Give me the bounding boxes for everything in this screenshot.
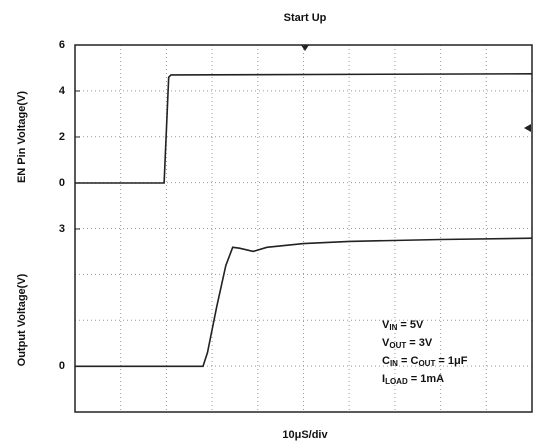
annotation: VIN = 5V xyxy=(382,319,424,332)
y-tick-label: 0 xyxy=(59,177,65,189)
annotation-part: = 1μF xyxy=(435,355,467,367)
annotation: CIN = COUT = 1μF xyxy=(382,355,468,368)
annotation-part: OUT xyxy=(389,341,406,350)
annotation-part: OUT xyxy=(418,359,435,368)
level-marker xyxy=(524,124,531,132)
chart-title: Start Up xyxy=(284,12,327,24)
annotation-part: V xyxy=(382,319,390,331)
annotation-part: C xyxy=(382,355,390,367)
y-tick-label: 4 xyxy=(59,85,66,97)
annotation-part: = 5V xyxy=(397,319,424,331)
y-axis-label: EN Pin Voltage(V) xyxy=(16,91,28,183)
trace xyxy=(75,237,533,368)
y-axis-label: Output Voltage(V) xyxy=(16,273,28,366)
annotation-part: = C xyxy=(398,355,419,367)
trace xyxy=(75,73,533,184)
annotation: VOUT = 3V xyxy=(382,337,433,350)
annotation-part: LOAD xyxy=(385,377,408,386)
annotation-part: IN xyxy=(390,359,398,368)
annotation-part: I xyxy=(382,373,385,385)
y-tick-label: 2 xyxy=(59,131,65,143)
annotation-part: = 3V xyxy=(406,337,433,349)
annotation: ILOAD = 1mA xyxy=(382,373,444,386)
y-tick-label: 0 xyxy=(59,360,65,372)
annotation-part: V xyxy=(382,337,390,349)
annotation-part: IN xyxy=(389,323,397,332)
trigger-marker xyxy=(301,45,309,51)
x-axis-label: 10μS/div xyxy=(282,429,328,441)
y-tick-label: 6 xyxy=(59,39,65,51)
annotation-part: = 1mA xyxy=(408,373,444,385)
y-tick-label: 3 xyxy=(59,223,65,235)
